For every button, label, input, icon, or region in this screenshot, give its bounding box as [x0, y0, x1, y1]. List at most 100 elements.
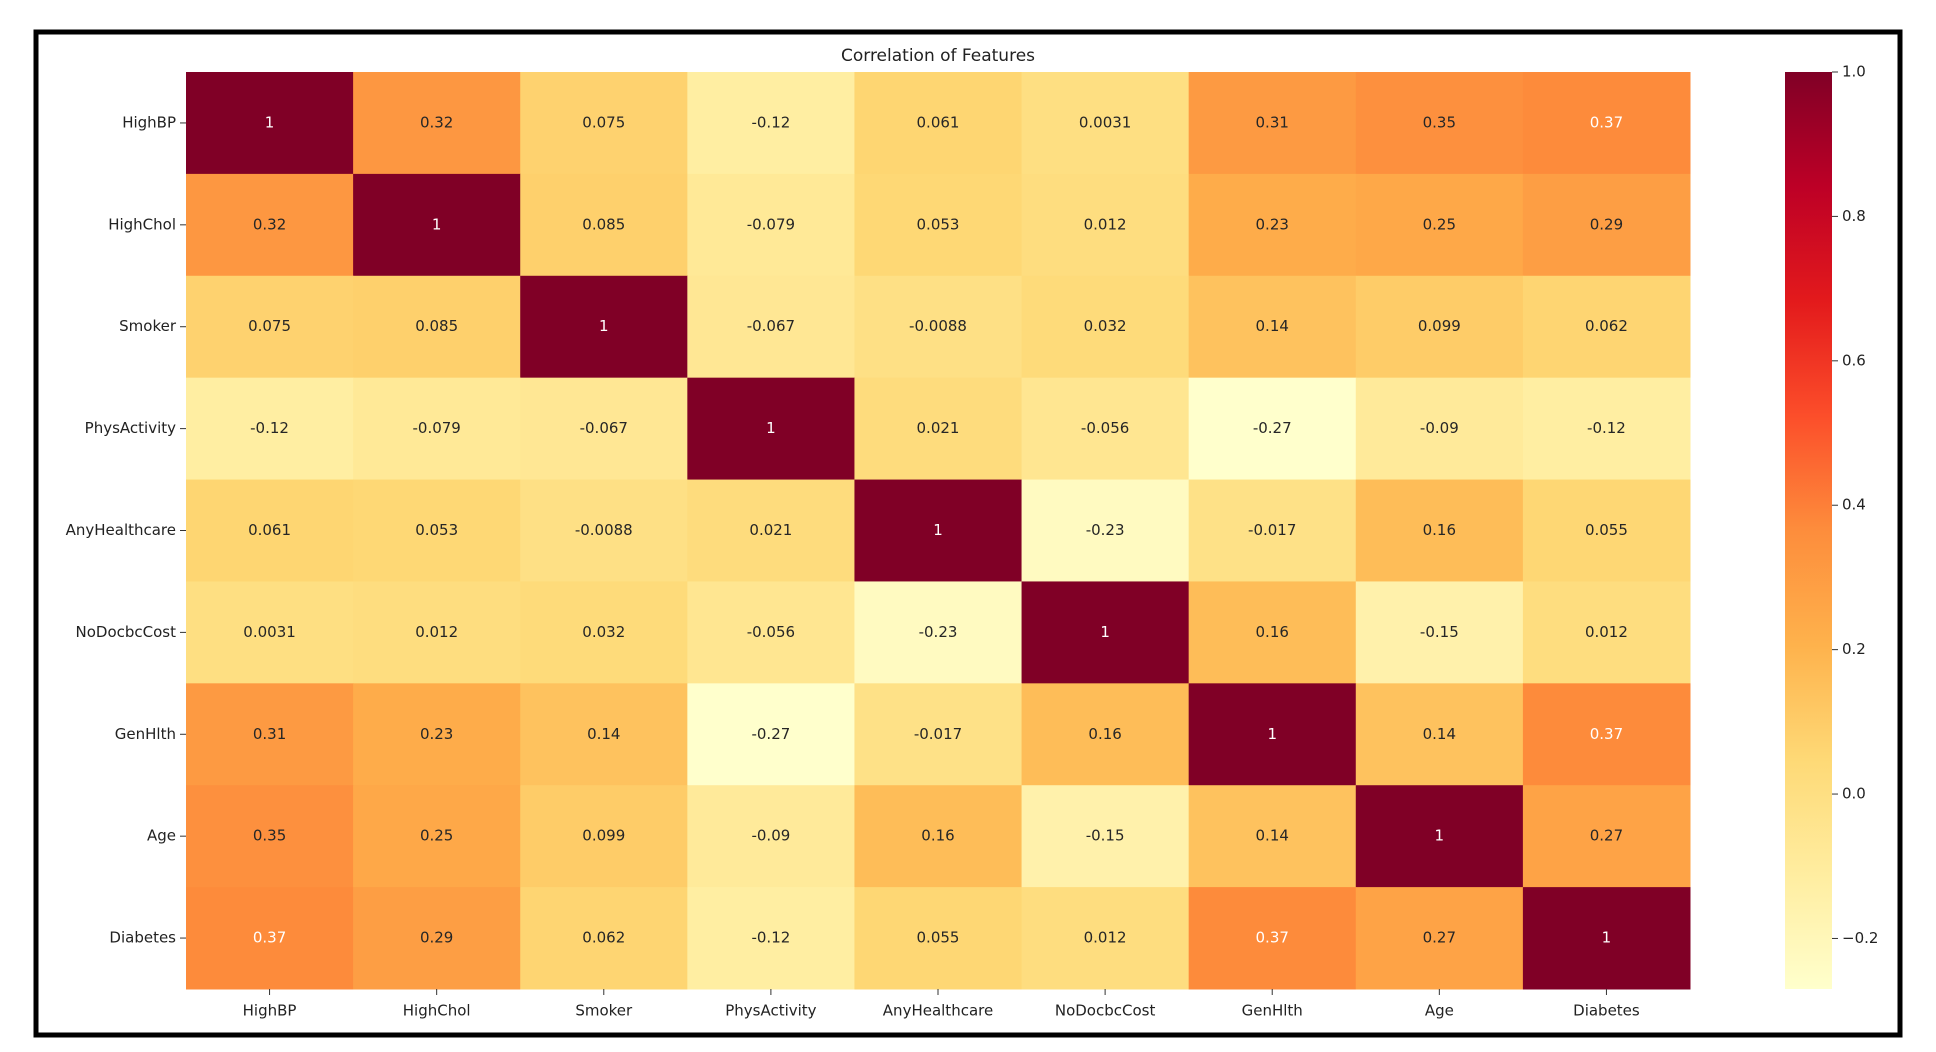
y-tick-label: AnyHealthcare: [66, 521, 176, 539]
cell-label: 1: [1435, 827, 1445, 845]
cell: [1188, 785, 1357, 888]
cell: [687, 581, 855, 684]
cell-label: 0.16: [1256, 623, 1289, 641]
cell: [520, 581, 688, 684]
cell-label: 1: [432, 215, 442, 233]
cell-label: -0.017: [914, 725, 962, 743]
cell: [1522, 683, 1691, 786]
cell: [353, 72, 521, 175]
cell: [1355, 377, 1524, 481]
cell-label: 1: [599, 317, 609, 335]
cell: [687, 479, 855, 582]
cell: [854, 275, 1023, 379]
cell: [353, 785, 521, 888]
cell-label: 0.37: [1590, 113, 1623, 131]
cell: [353, 173, 521, 277]
cell: [186, 72, 354, 175]
cell-label: 0.085: [415, 317, 458, 335]
cell: [1188, 173, 1357, 277]
cell: [1021, 887, 1190, 990]
cell-label: -0.12: [250, 419, 289, 437]
cell: [687, 377, 855, 481]
cell-label: -0.017: [1248, 521, 1296, 539]
cell: [1021, 173, 1190, 277]
x-tick-label: PhysActivity: [725, 1002, 816, 1020]
cell: [1021, 785, 1190, 888]
x-tick-label: Age: [1425, 1002, 1454, 1020]
cell-label: 0.055: [1585, 521, 1628, 539]
cell: [1522, 581, 1691, 684]
x-tick-label: Smoker: [575, 1002, 633, 1020]
cell-label: 0.055: [917, 929, 960, 947]
colorbar-tick-label: 0.0: [1842, 785, 1866, 803]
cell-label: -0.23: [919, 623, 958, 641]
x-tick-label: Diabetes: [1573, 1002, 1640, 1020]
cell-label: 0.075: [582, 113, 625, 131]
y-tick-label: Diabetes: [109, 929, 176, 947]
cell-label: -0.0088: [909, 317, 967, 335]
cell: [1188, 479, 1357, 582]
cell: [353, 275, 521, 379]
cell: [1522, 275, 1691, 379]
cell: [1522, 887, 1691, 990]
x-tick-label: AnyHealthcare: [883, 1002, 993, 1020]
cell: [854, 887, 1023, 990]
cell-label: -0.12: [751, 929, 790, 947]
cell-label: -0.15: [1420, 623, 1459, 641]
cell: [1021, 72, 1190, 175]
cell: [854, 173, 1023, 277]
cell-label: -0.09: [1420, 419, 1459, 437]
cell-label: 0.25: [1423, 215, 1456, 233]
cell: [687, 275, 855, 379]
cell: [520, 479, 688, 582]
cell: [520, 72, 688, 175]
cell: [186, 887, 354, 990]
cell-label: 1: [265, 113, 275, 131]
cell-label: 0.16: [1423, 521, 1456, 539]
cell: [1021, 275, 1190, 379]
cell-label: 0.085: [582, 215, 625, 233]
colorbar: [1785, 72, 1832, 989]
cell: [1188, 683, 1357, 786]
cell: [353, 479, 521, 582]
cell-label: 0.032: [1084, 317, 1127, 335]
cell: [687, 785, 855, 888]
cell: [687, 72, 855, 175]
cell-label: 0.35: [253, 827, 286, 845]
y-tick-label: HighBP: [122, 113, 176, 131]
cell: [687, 173, 855, 277]
cell: [520, 377, 688, 481]
cell: [1188, 275, 1357, 379]
cell: [1522, 72, 1691, 175]
colorbar-tick-label: −0.2: [1842, 929, 1878, 947]
cell-label: 0.032: [582, 623, 625, 641]
cell-label: 0.053: [917, 215, 960, 233]
cell-label: 1: [1267, 725, 1277, 743]
cell: [1355, 785, 1524, 888]
y-tick-label: GenHlth: [115, 725, 176, 743]
cell-label: -0.067: [580, 419, 628, 437]
cell: [1355, 887, 1524, 990]
cell-label: 0.23: [1256, 215, 1289, 233]
cell-label: -0.23: [1086, 521, 1125, 539]
cell: [1522, 173, 1691, 277]
cell: [186, 377, 354, 481]
cell: [520, 275, 688, 379]
cell: [186, 173, 354, 277]
x-tick-label: HighBP: [243, 1002, 297, 1020]
cell: [854, 581, 1023, 684]
cell-label: 0.062: [1585, 317, 1628, 335]
y-tick-label: HighChol: [108, 215, 176, 233]
cell: [1355, 173, 1524, 277]
cell-label: -0.056: [747, 623, 795, 641]
cell: [854, 683, 1023, 786]
cell: [1188, 581, 1357, 684]
cell: [353, 887, 521, 990]
cell: [854, 72, 1023, 175]
cell-label: 1: [766, 419, 776, 437]
cell: [1522, 479, 1691, 582]
cell: [1355, 72, 1524, 175]
y-tick-label: Age: [147, 827, 176, 845]
cell-label: 0.0031: [243, 623, 296, 641]
